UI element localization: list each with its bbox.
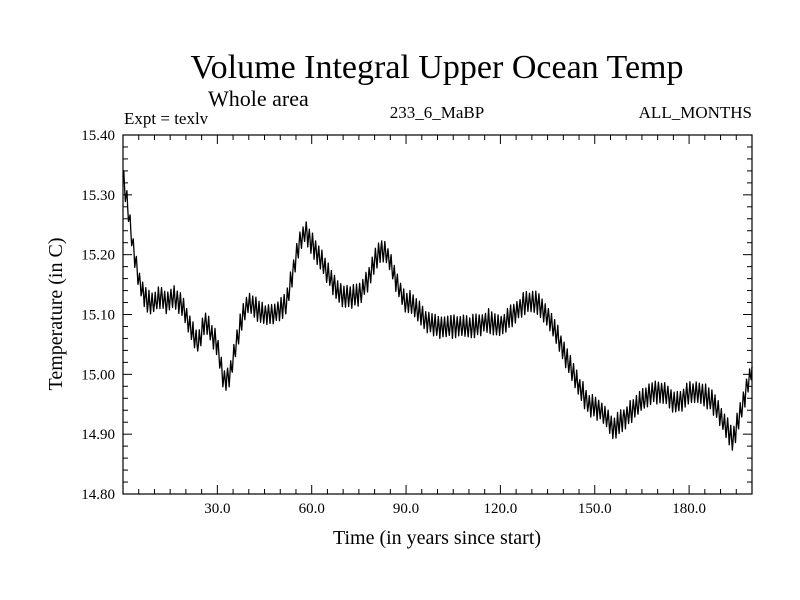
- temperature-series-line: [122, 170, 753, 451]
- y-tick-label: 15.40: [81, 128, 115, 144]
- x-tick-label: 120.0: [484, 501, 518, 517]
- plot-frame: [122, 134, 753, 495]
- y-tick-label: 14.90: [81, 427, 115, 443]
- chart-title: Volume Integral Upper Ocean Temp: [191, 49, 684, 86]
- run-id-label: 233_6_MaBP: [390, 103, 484, 122]
- y-tick-label: 15.30: [81, 188, 115, 204]
- y-tick-label: 15.00: [81, 367, 115, 383]
- chart-subtitle: Whole area: [208, 86, 309, 111]
- y-axis-title: Temperature (in C): [45, 238, 67, 391]
- y-tick-label: 15.10: [81, 308, 115, 324]
- x-tick-label: 180.0: [672, 501, 706, 517]
- x-axis-title: Time (in years since start): [333, 527, 541, 549]
- x-tick-label: 150.0: [578, 501, 612, 517]
- x-tick-label: 60.0: [299, 501, 325, 517]
- y-tick-label: 14.80: [81, 487, 115, 503]
- experiment-label: Expt = texlv: [124, 109, 209, 128]
- y-tick-label: 15.20: [81, 248, 115, 264]
- x-tick-label: 30.0: [204, 501, 230, 517]
- months-label: ALL_MONTHS: [639, 103, 752, 122]
- x-tick-label: 90.0: [393, 501, 419, 517]
